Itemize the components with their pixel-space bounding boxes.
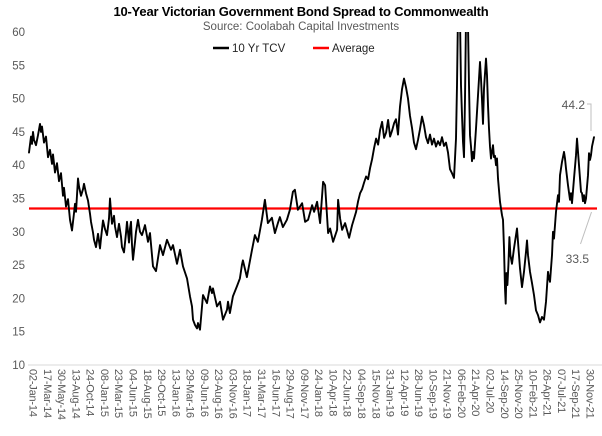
x-axis-labels: 02-Jan-14 17-Mar-14 30-May-14 13-Aug-14 24-O… [27, 369, 596, 420]
x-tick-label: 16-Jun-17 [269, 369, 281, 417]
y-tick-label: 10 [12, 360, 25, 372]
x-tick-label: 02-Jan-14 [27, 369, 39, 417]
x-tick-label: 03-Nov-16 [226, 369, 238, 419]
annotations: 44.2 33.5 [562, 98, 592, 266]
legend-label-average: Average [332, 43, 375, 55]
annotation-average-value: 33.5 [566, 252, 590, 266]
x-tick-label: 18-Aug-15 [141, 369, 153, 419]
x-tick-label: 13-Aug-14 [69, 369, 81, 419]
x-tick-label: 21-Nov-19 [441, 369, 453, 419]
y-tick-label: 40 [12, 160, 25, 172]
x-tick-label: 09-Nov-17 [298, 369, 310, 419]
x-tick-label: 14-Sep-20 [498, 369, 510, 419]
x-tick-label: 29-Oct-15 [155, 369, 167, 416]
x-tick-label: 28-Jun-19 [412, 369, 424, 417]
annotation-last-value: 44.2 [562, 98, 586, 112]
x-tick-label: 06-Feb-20 [455, 369, 467, 418]
y-tick-label: 20 [12, 293, 25, 305]
y-axis-labels: 10 15 20 25 30 35 40 45 50 55 60 [12, 27, 25, 372]
x-tick-label: 24-Jan-18 [312, 369, 324, 417]
x-tick-label: 15-Nov-18 [369, 369, 381, 419]
x-tick-label: 24-Oct-14 [84, 369, 96, 416]
x-tick-label: 17-Sep-21 [569, 369, 581, 419]
x-tick-label: 09-Jun-16 [198, 369, 210, 417]
legend-label-10yr-tcv: 10 Yr TCV [232, 43, 286, 55]
x-tick-label: 07-Jul-21 [555, 369, 567, 413]
x-tick-label: 31-Mar-17 [255, 369, 267, 418]
x-tick-label: 30-May-14 [55, 369, 67, 420]
x-tick-label: 12-Apr-19 [398, 369, 410, 416]
x-tick-label: 08-Jan-15 [98, 369, 110, 417]
x-tick-label: 10-Sep-19 [426, 369, 438, 419]
x-tick-label: 31-Jan-19 [384, 369, 396, 417]
x-tick-label: 10-Apr-18 [326, 369, 338, 416]
series-line-10yr-tcv [28, 32, 595, 331]
x-tick-label: 25-Nov-20 [512, 369, 524, 419]
x-tick-label: 17-Mar-14 [41, 369, 53, 418]
x-tick-label: 30-Nov-21 [584, 369, 596, 419]
x-tick-label: 18-Jan-17 [241, 369, 253, 417]
chart-subtitle: Source: Coolabah Capital Investments [203, 21, 399, 33]
leader-line-average-value [580, 211, 592, 245]
x-tick-label: 04-Sep-18 [355, 369, 367, 419]
y-tick-label: 25 [12, 260, 25, 272]
x-tick-label: 26-Apr-21 [541, 369, 553, 416]
y-tick-label: 50 [12, 94, 25, 106]
legend: 10 Yr TCV Average [213, 43, 375, 55]
x-tick-label: 10-Feb-21 [526, 369, 538, 418]
x-tick-label: 02-Jul-20 [484, 369, 496, 413]
leader-line-last-value [587, 103, 592, 131]
x-tick-label: 29-Aug-17 [284, 369, 296, 419]
x-tick-label: 29-Mar-16 [184, 369, 196, 418]
y-tick-label: 30 [12, 227, 25, 239]
x-tick-label: 23-Mar-15 [112, 369, 124, 418]
y-tick-label: 60 [12, 27, 25, 39]
y-tick-label: 35 [12, 194, 25, 206]
y-tick-label: 55 [12, 60, 25, 72]
x-tick-label: 04-Jun-15 [126, 369, 138, 417]
x-tick-label: 21-Apr-20 [469, 369, 481, 416]
y-tick-label: 15 [12, 327, 25, 339]
chart-title: 10-Year Victorian Government Bond Spread… [113, 4, 488, 19]
y-tick-label: 45 [12, 127, 25, 139]
x-tick-label: 22-Jun-18 [341, 369, 353, 417]
x-tick-label: 13-Jan-16 [169, 369, 181, 417]
x-tick-label: 23-Aug-16 [212, 369, 224, 419]
